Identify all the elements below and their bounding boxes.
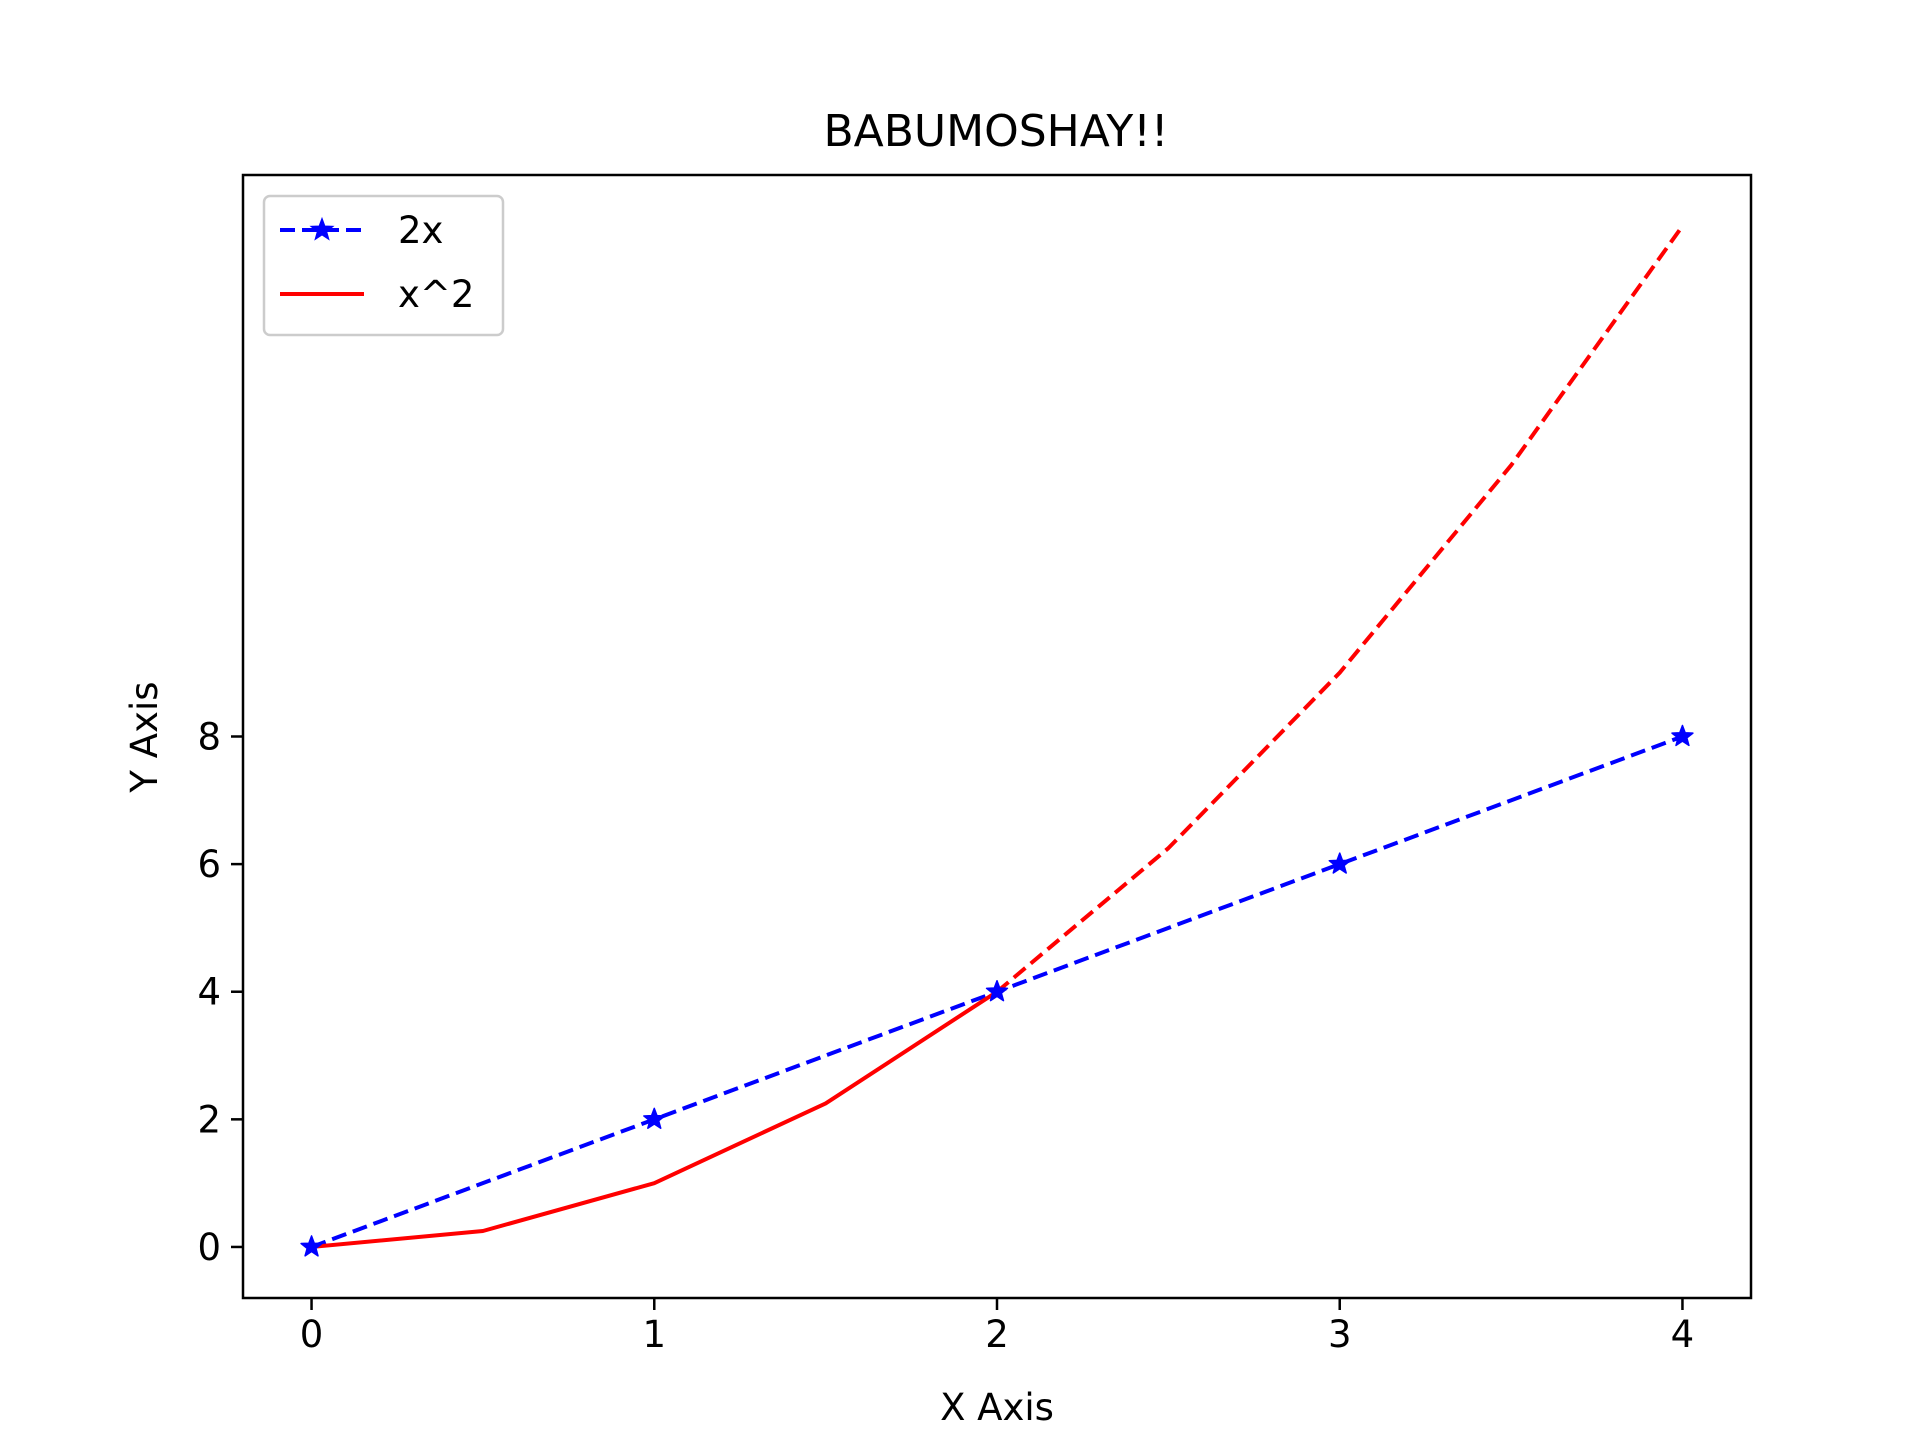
y-tick-label-1: 2 [197,1098,221,1141]
legend-label-2x: 2x [398,209,443,252]
x-tick-label-4: 4 [1671,1313,1695,1356]
data-point-0-1 [643,1107,666,1129]
legend-marker-2x [309,216,335,241]
x-tick-label-0: 0 [300,1313,324,1356]
data-point-0-3 [1328,852,1351,874]
chart-title: BABUMOSHAY!! [823,106,1168,157]
y-tick-label-0: 0 [197,1226,221,1269]
x-tick-label-2: 2 [985,1313,1009,1356]
data-point-0-4 [1671,724,1694,747]
legend-label-x2: x^2 [398,273,474,316]
legend-swatch-2x [280,216,364,241]
x-axis-label: X Axis [940,1386,1054,1429]
x-tick-label-3: 3 [1328,1313,1352,1356]
series-line-2 [995,224,1685,994]
y-tick-label-3: 6 [197,843,221,886]
y-axis-label: Y Axis [123,681,166,793]
y-tick-label-2: 4 [197,971,221,1014]
plot-area [300,224,1694,1257]
y-tick-label-4: 8 [197,716,221,759]
legend: 2x x^2 [262,194,505,337]
y-axis-ticks: 0 2 4 6 8 [197,716,243,1269]
x-axis-ticks: 0 1 2 3 4 [300,1298,1694,1356]
x-tick-label-1: 1 [642,1313,666,1356]
series-line-1 [309,988,1000,1250]
data-point-0-2 [985,979,1009,1002]
data-point-0-0 [300,1235,323,1257]
